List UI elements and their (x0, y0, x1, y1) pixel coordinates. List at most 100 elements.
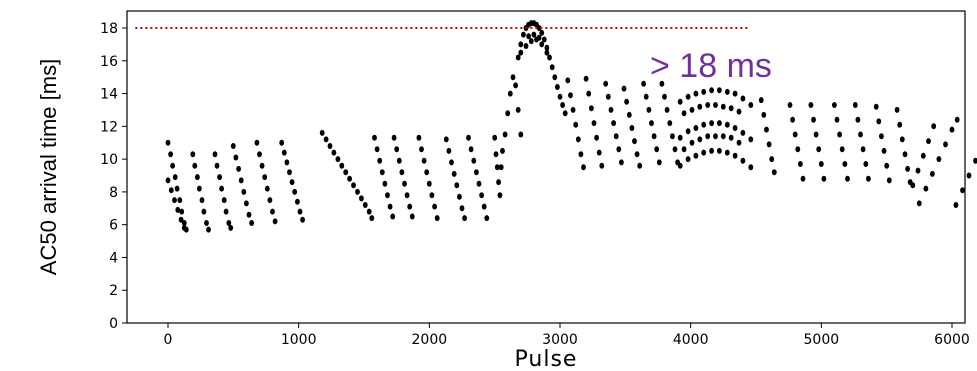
data-point (199, 197, 205, 204)
y-tick-label: 14 (100, 87, 118, 103)
data-point (724, 88, 730, 95)
data-point (634, 151, 640, 158)
data-point (855, 116, 861, 123)
data-point (568, 92, 573, 99)
data-point (565, 77, 571, 84)
data-point (866, 175, 871, 182)
data-point (886, 177, 892, 184)
data-point (377, 157, 383, 164)
data-point (884, 162, 890, 169)
data-point (740, 129, 746, 136)
data-point (717, 120, 722, 127)
data-point (748, 136, 754, 143)
x-tick-label: 4000 (673, 332, 709, 348)
y-tick-label: 18 (100, 21, 118, 37)
plot-frame (126, 10, 966, 324)
data-point (713, 102, 718, 108)
data-point (605, 93, 611, 100)
data-point (539, 41, 545, 48)
data-point (905, 165, 910, 172)
data-point (387, 203, 393, 210)
data-point (481, 203, 487, 210)
data-point (583, 75, 589, 82)
data-point (758, 97, 764, 104)
data-point (505, 110, 511, 117)
data-point (270, 208, 275, 215)
data-point (902, 151, 908, 158)
data-point (876, 118, 882, 125)
data-point (518, 41, 524, 48)
data-point (910, 182, 916, 189)
data-point (192, 162, 198, 169)
data-point (709, 87, 714, 94)
data-point (366, 208, 372, 215)
x-axis-label: Pulse (515, 347, 578, 371)
y-axis-ticks: 0 2 4 6 8 10 12 14 16 18 (100, 21, 127, 332)
data-point (701, 121, 707, 128)
data-point (462, 215, 467, 222)
x-tick-label: 1000 (281, 332, 317, 348)
data-point (837, 131, 842, 138)
data-point (206, 226, 211, 233)
data-point (402, 180, 407, 187)
data-point (646, 106, 652, 113)
data-point (479, 192, 484, 199)
data-point (181, 224, 187, 231)
data-point (852, 102, 858, 108)
data-point (570, 106, 576, 113)
data-point (264, 185, 270, 192)
y-tick-label: 12 (100, 119, 118, 135)
data-point (170, 162, 176, 169)
data-point (544, 49, 550, 56)
data-point (748, 102, 754, 108)
data-point (693, 125, 699, 131)
y-axis-label: AC50 arrival time [ms] (36, 59, 61, 275)
data-point (832, 102, 837, 108)
data-point (894, 106, 900, 113)
data-point (257, 151, 262, 158)
data-point (287, 169, 292, 176)
data-point (172, 197, 177, 204)
data-point (493, 151, 499, 158)
data-point (629, 125, 635, 131)
data-point (643, 93, 649, 100)
data-point (632, 138, 637, 145)
data-point (404, 192, 410, 199)
data-point (228, 224, 234, 231)
data-point (289, 179, 295, 186)
data-point (201, 208, 207, 215)
data-point (212, 151, 218, 158)
data-point (541, 36, 547, 43)
data-point (701, 149, 707, 156)
data-point (608, 106, 614, 113)
data-point (549, 64, 555, 71)
data-point (319, 129, 325, 136)
data-point (526, 33, 531, 40)
data-point (689, 106, 695, 113)
data-point (449, 159, 454, 166)
data-point (720, 133, 726, 140)
data-point (204, 220, 209, 226)
data-point (267, 197, 273, 204)
data-point (931, 123, 937, 130)
data-point (181, 220, 187, 226)
data-point (379, 169, 385, 176)
data-point (839, 146, 845, 153)
data-point (281, 149, 287, 156)
data-point (374, 146, 380, 153)
data-point (174, 185, 180, 192)
data-point (677, 162, 683, 169)
data-point (214, 162, 220, 169)
data-point (347, 175, 352, 182)
data-point (681, 110, 687, 117)
data-point (954, 116, 960, 123)
data-point (544, 44, 550, 51)
annotation-text: > 18 ms (650, 47, 772, 85)
data-point (385, 192, 390, 199)
data-point (705, 133, 711, 140)
data-point (732, 90, 738, 97)
data-point (432, 203, 437, 210)
data-point (624, 98, 629, 105)
data-point (808, 102, 814, 108)
x-tick-label: 0 (164, 332, 173, 348)
